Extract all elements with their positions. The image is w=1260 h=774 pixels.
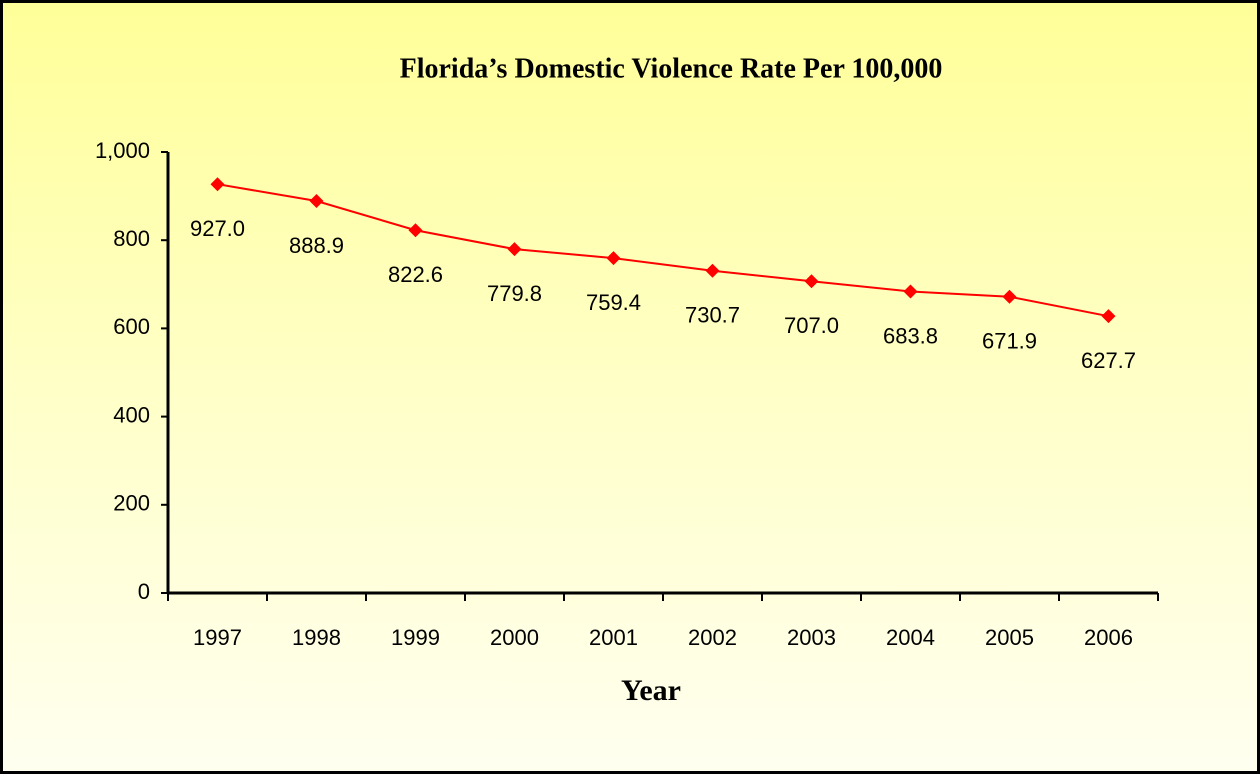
- data-marker: [804, 274, 819, 289]
- chart-title: Florida’s Domestic Violence Rate Per 100…: [400, 53, 943, 84]
- data-marker: [408, 223, 423, 238]
- x-tick-label: 2004: [886, 625, 935, 650]
- data-label: 683.8: [883, 323, 938, 348]
- y-tick-label: 600: [113, 314, 150, 339]
- data-label: 627.7: [1081, 348, 1136, 373]
- y-tick-label: 800: [113, 226, 150, 251]
- x-tick-label: 1998: [292, 625, 341, 650]
- data-marker: [606, 251, 621, 266]
- data-marker: [903, 284, 918, 299]
- y-tick-label: 1,000: [95, 138, 150, 163]
- data-label: 730.7: [685, 303, 740, 328]
- chart: Florida’s Domestic Violence Rate Per 100…: [95, 53, 1159, 707]
- data-marker: [1002, 289, 1017, 304]
- data-marker: [507, 242, 522, 257]
- data-label: 779.8: [487, 281, 542, 306]
- x-tick-label: 2002: [688, 625, 737, 650]
- x-tick-label: 2003: [787, 625, 836, 650]
- data-line: [217, 183, 1109, 318]
- data-label: 707.0: [784, 313, 839, 338]
- x-tick-label: 1999: [391, 625, 440, 650]
- y-tick-label: 400: [113, 402, 150, 427]
- x-axis-label: Year: [621, 674, 681, 707]
- data-marker: [210, 177, 225, 192]
- y-tick-label: 200: [113, 491, 150, 516]
- x-tick-label: 2006: [1084, 625, 1133, 650]
- x-tick-label: 2000: [490, 625, 539, 650]
- data-marker: [309, 193, 324, 208]
- data-label: 888.9: [289, 233, 344, 258]
- x-tick-label: 2005: [985, 625, 1034, 650]
- x-tick-label: 2001: [589, 625, 638, 650]
- data-marker: [705, 263, 720, 278]
- data-marker: [1101, 309, 1116, 324]
- data-label: 822.6: [388, 262, 443, 287]
- data-label: 927.0: [190, 216, 245, 241]
- y-tick-label: 0: [138, 579, 150, 604]
- data-label: 759.4: [586, 290, 641, 315]
- x-tick-label: 1997: [193, 625, 242, 650]
- data-label: 671.9: [982, 329, 1037, 354]
